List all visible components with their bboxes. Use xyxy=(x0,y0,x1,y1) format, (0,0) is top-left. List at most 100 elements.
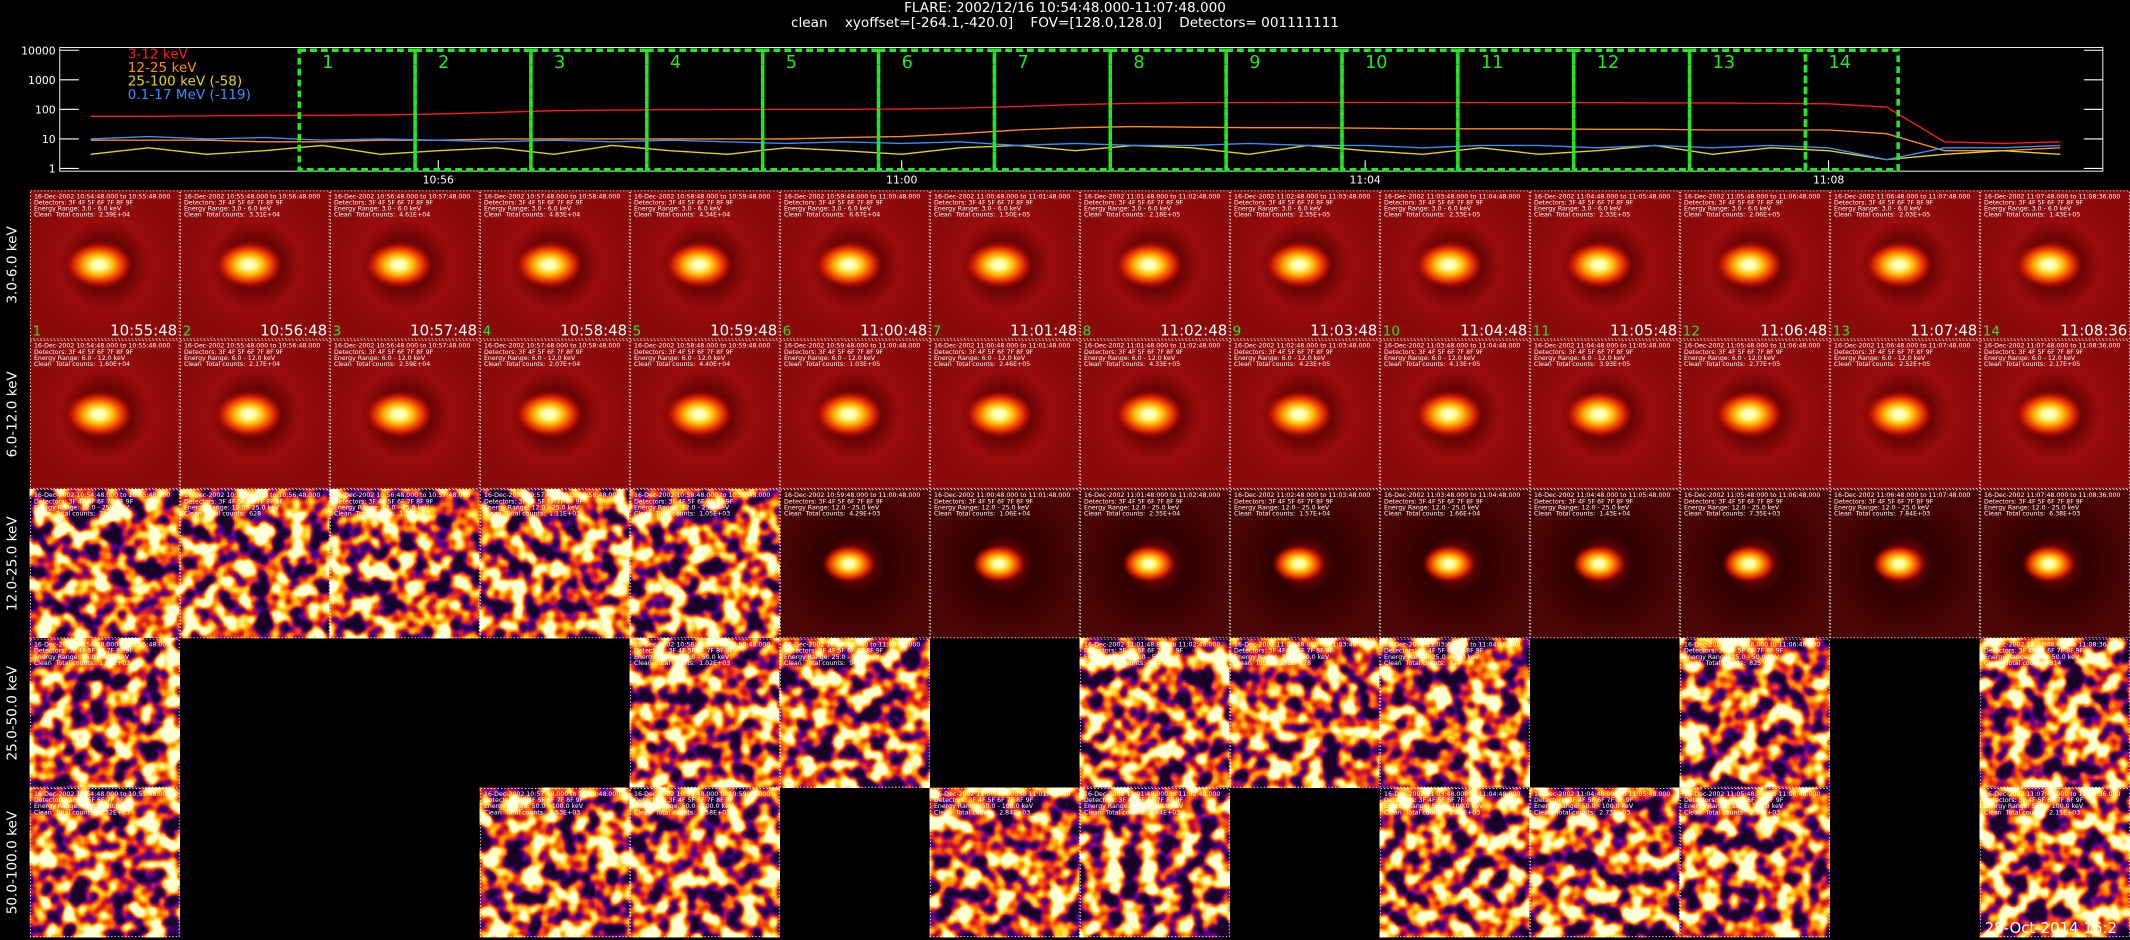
image-counts-label: Total counts: xyxy=(2005,511,2045,518)
image-border xyxy=(630,788,780,938)
image-energy: Energy Range: 50.0 - 100.0 keV xyxy=(1684,803,1784,810)
image-time: 10:59:48 xyxy=(710,322,777,340)
image-number: 13 xyxy=(1833,324,1850,340)
interval-box xyxy=(992,48,1113,172)
image-counts: 814 xyxy=(1149,660,1161,667)
image-energy: Energy Range: 25.0 - 50.0 keV xyxy=(1684,654,1780,661)
image-time-range: 16-Dec-2002 10:58:48.000 to 10:59:48.000 xyxy=(634,791,770,798)
image-counts: 2.84E+03 xyxy=(1449,809,1480,816)
image-counts-label: Total counts: xyxy=(1105,212,1145,219)
image-detectors: Detectors: 3F 4F 5F 6F 7F 8F 9F xyxy=(1234,199,1334,206)
image-border xyxy=(1380,638,1530,788)
image-time-range: 16-Dec-2002 11:02:48.000 to 11:03:48.000 xyxy=(1234,492,1370,499)
image-counts: 1.03E+05 xyxy=(849,361,880,368)
image-cell: 16-Dec-2002 11:06:48.000 to 11:07:48.000… xyxy=(1829,190,1980,340)
image-cell: 16-Dec-2002 10:58:48.000 to 10:59:48.000… xyxy=(629,638,780,788)
image-detectors: Detectors: 3F 4F 5F 6F 7F 8F 9F xyxy=(784,498,884,505)
image-energy: Energy Range: 12.0 - 25.0 keV xyxy=(1084,504,1180,511)
source-blob xyxy=(814,241,883,288)
image-counts-label: Total counts: xyxy=(355,361,395,368)
image-number: 8 xyxy=(1083,324,1092,340)
image-detectors: Detectors: 3F 4F 5F 6F 7F 8F 9F xyxy=(1234,648,1334,655)
image-counts: 4.40E+04 xyxy=(699,361,730,368)
image-detectors: Detectors: 3F 4F 5F 6F 7F 8F 9F xyxy=(784,648,884,655)
source-blob xyxy=(1415,391,1483,438)
image-counts: 7.35E+03 xyxy=(1749,511,1780,518)
image-time: 11:05:48 xyxy=(1610,322,1677,340)
image-noise xyxy=(1679,638,1830,788)
image-energy: Energy Range: 12.0 - 25.0 keV xyxy=(1234,504,1330,511)
image-noise xyxy=(179,489,330,639)
row-label: 12.0-25.0 keV xyxy=(4,516,20,611)
image-counts: 2.84E+03 xyxy=(999,809,1030,816)
image-time-range: 16-Dec-2002 11:00:48.000 to 11:01:48.000 xyxy=(934,343,1070,350)
interval-box xyxy=(1108,48,1228,172)
x-tick-label: 11:08 xyxy=(1813,173,1844,186)
image-noise xyxy=(1529,787,1680,938)
image-border xyxy=(1530,339,1680,489)
image-cell: 16-Dec-2002 10:54:48.000 to 10:55:48.000… xyxy=(29,339,180,490)
image-method: Clean xyxy=(1984,660,2002,667)
image-detectors: Detectors: 3F 4F 5F 6F 7F 8F 9F xyxy=(1384,648,1484,655)
image-energy: Energy Range: 6.0 - 12.0 keV xyxy=(184,355,276,362)
image-energy: Energy Range: 50.0 - 100.0 keV xyxy=(1384,803,1484,810)
image-counts-label: Total counts: xyxy=(55,212,95,219)
image-method: Clean xyxy=(1834,361,1852,368)
figure-title: FLARE: 2002/12/16 10:54:48.000-11:07:48.… xyxy=(904,0,1226,16)
image-time-range: 16-Dec-2002 10:54:48.000 to 10:55:48.000 xyxy=(34,343,170,350)
image-counts: 4.29E+03 xyxy=(849,511,880,518)
image-energy: Energy Range: 3.0 - 6.0 keV xyxy=(484,206,572,213)
image-number: 10 xyxy=(1383,324,1400,340)
legend-entry: 25-100 keV (-58) xyxy=(128,74,243,90)
image-detectors: Detectors: 3F 4F 5F 6F 7F 8F 9F xyxy=(334,349,434,356)
image-time: 10:58:48 xyxy=(560,322,627,340)
image-counts: 2.17E+05 xyxy=(2049,361,2080,368)
image-time-range: 16-Dec-2002 11:05:48.000 to 11:06:48.000 xyxy=(1684,343,1820,350)
image-counts: 2.18E+05 xyxy=(1149,212,1180,219)
image-detectors: Detectors: 3F 4F 5F 6F 7F 8F 9F xyxy=(334,498,434,505)
image-time-range: 16-Dec-2002 11:01:48.000 to 11:02:48.000 xyxy=(1084,193,1220,200)
image-method: Clean xyxy=(1834,511,1852,518)
image-energy: Energy Range: 6.0 - 12.0 keV xyxy=(634,355,726,362)
image-method: Clean xyxy=(1534,361,1552,368)
image-number: 5 xyxy=(633,324,642,340)
image-counts-label: Total counts: xyxy=(1255,212,1295,219)
image-border xyxy=(1380,339,1530,489)
image-method: Clean xyxy=(34,809,52,816)
image-energy: Energy Range: 50.0 - 100.0 keV xyxy=(1084,803,1184,810)
image-detectors: Detectors: 3F 4F 5F 6F 7F 8F 9F xyxy=(784,199,884,206)
image-energy: Energy Range: 6.0 - 12.0 keV xyxy=(1384,355,1476,362)
image-method: Clean xyxy=(1384,212,1402,219)
image-cell: 16-Dec-2002 11:00:48.000 to 11:01:48.000… xyxy=(929,489,1080,639)
image-cell: 16-Dec-2002 10:58:48.000 to 10:59:48.000… xyxy=(629,489,780,639)
image-border xyxy=(1230,190,1380,340)
image-noise xyxy=(479,787,630,938)
image-counts: 874 xyxy=(1449,660,1461,667)
image-energy: Energy Range: 12.0 - 25.0 keV xyxy=(784,504,880,511)
image-detectors: Detectors: 3F 4F 5F 6F 7F 8F 9F xyxy=(484,349,584,356)
image-energy: Energy Range: 12.0 - 25.0 keV xyxy=(484,504,580,511)
image-cell: 16-Dec-2002 10:58:48.000 to 10:59:48.000… xyxy=(629,787,780,938)
interval-label: 11 xyxy=(1481,53,1503,73)
image-counts: 4.13E+05 xyxy=(1449,361,1480,368)
interval-label: 6 xyxy=(902,53,913,73)
image-counts-label: Total counts: xyxy=(1855,212,1895,219)
image-border xyxy=(1680,339,1830,489)
image-border xyxy=(180,489,330,639)
image-time: 11:00:48 xyxy=(860,322,927,340)
image-counts-label: Total counts: xyxy=(655,660,695,667)
image-time-range: 16-Dec-2002 11:01:48.000 to 11:02:48.000 xyxy=(1084,642,1220,649)
image-method: Clean xyxy=(784,511,802,518)
image-time-range: 16-Dec-2002 11:07:48.000 to 11:08:36.000 xyxy=(1984,492,2120,499)
image-energy: Energy Range: 25.0 - 50.0 keV xyxy=(634,654,730,661)
y-tick-label: 1 xyxy=(49,163,56,176)
image-detectors: Detectors: 3F 4F 5F 6F 7F 8F 9F xyxy=(1384,349,1484,356)
image-cell: 16-Dec-2002 10:54:48.000 to 10:55:48.000… xyxy=(29,489,180,639)
image-energy: Energy Range: 3.0 - 6.0 keV xyxy=(634,206,722,213)
image-border xyxy=(630,638,780,788)
source-blob xyxy=(971,544,1027,583)
image-border xyxy=(1530,788,1680,938)
image-method: Clean xyxy=(1084,212,1102,219)
image-cell: 16-Dec-2002 10:57:48.000 to 10:58:48.000… xyxy=(479,787,630,938)
